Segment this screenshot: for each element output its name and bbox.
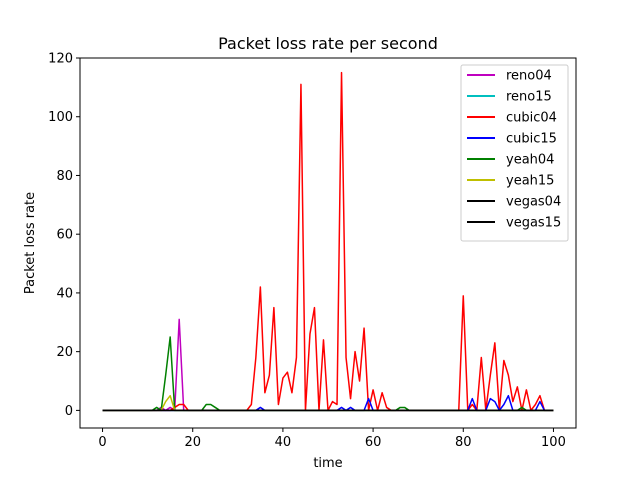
plot-frame: [79, 57, 577, 429]
x-tick-label: 0: [98, 435, 106, 450]
y-tick-label: 120: [48, 52, 73, 67]
legend-label-cubic15: cubic15: [506, 132, 557, 147]
x-axis-label: time: [313, 456, 342, 471]
y-tick-label: 0: [65, 404, 73, 419]
y-tick-label: 60: [56, 228, 73, 243]
legend: reno04 reno15 cubic04 cubic15 yeah04 yeah15 ve…: [460, 64, 569, 242]
legend-label-cubic04: cubic04: [506, 111, 557, 126]
axis-ticks: 0 20 40 60 80 100 0 20 40 60 80 100 120: [48, 52, 566, 451]
legend-label-vegas15: vegas15: [506, 216, 561, 231]
x-tick-label: 60: [365, 435, 382, 450]
x-tick-label: 80: [455, 435, 472, 450]
legend-label-reno04: reno04: [506, 69, 552, 84]
y-axis-label: Packet loss rate: [23, 192, 38, 294]
x-tick-label: 20: [184, 435, 201, 450]
series-line-cubic04: [102, 71, 554, 412]
y-tick-label: 20: [56, 345, 73, 360]
chart-title: Packet loss rate per second: [218, 34, 438, 53]
legend-label-vegas04: vegas04: [506, 195, 561, 210]
y-tick-label: 40: [56, 286, 73, 301]
y-tick-label: 100: [48, 110, 73, 125]
legend-box: [460, 64, 569, 242]
series-line-reno04: [102, 318, 554, 412]
legend-label-reno15: reno15: [506, 90, 552, 105]
legend-label-yeah04: yeah04: [506, 153, 554, 168]
legend-label-yeah15: yeah15: [506, 174, 554, 189]
series-lines: [102, 71, 554, 412]
x-tick-label: 40: [275, 435, 292, 450]
x-tick-label: 100: [541, 435, 566, 450]
y-tick-label: 80: [56, 169, 73, 184]
